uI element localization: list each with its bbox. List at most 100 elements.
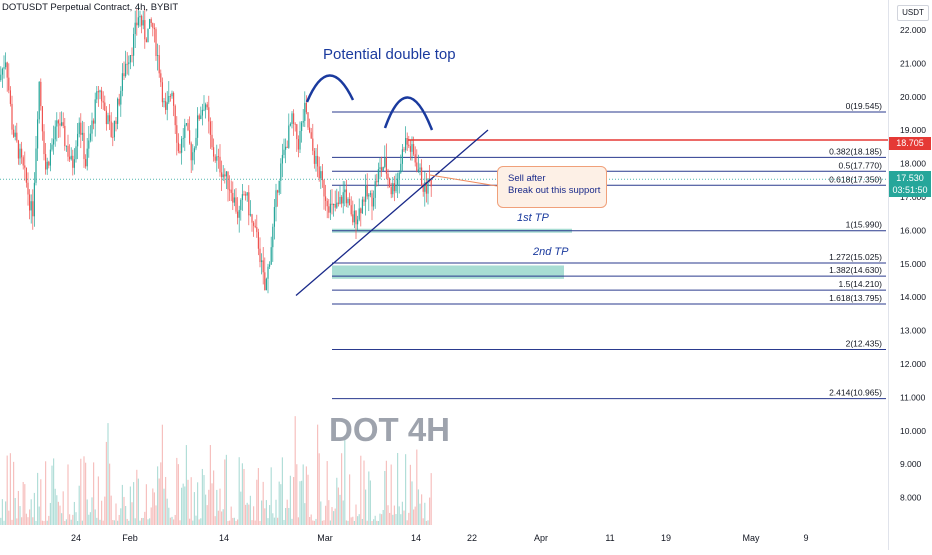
- candle-body: [419, 167, 421, 170]
- price-axis[interactable]: 22.000 21.000 20.000 19.000 18.000 17.000 16.0…: [888, 0, 932, 550]
- candle-body: [310, 132, 312, 139]
- volume-bar: [293, 477, 295, 525]
- volume-bar: [115, 503, 117, 525]
- candle-body: [128, 62, 130, 65]
- volume-bar: [254, 520, 256, 525]
- volume-bar: [237, 519, 239, 525]
- volume-bar: [13, 461, 15, 525]
- candle-body: [401, 149, 403, 164]
- time-tick-label: 9: [803, 533, 808, 543]
- candle-body: [21, 148, 23, 158]
- tp1-label: 1st TP: [517, 212, 549, 224]
- volume-bar: [390, 464, 392, 525]
- candle-body: [131, 55, 133, 56]
- candle-body: [400, 163, 402, 173]
- volume-bar: [184, 486, 186, 525]
- candle-body: [286, 146, 288, 148]
- candle-body: [361, 199, 363, 214]
- current-price-value: 17.530: [896, 173, 924, 183]
- price-chart[interactable]: 0(19.545)0.382(18.185)0.5(17.770)0.618(1…: [0, 0, 888, 550]
- candle-body: [211, 134, 213, 148]
- volume-bar: [376, 520, 378, 525]
- symbol-title[interactable]: DOTUSDT Perpetual Contract, 4h, BYBIT: [2, 2, 179, 13]
- candle-body: [377, 169, 379, 183]
- volume-bar: [69, 514, 71, 525]
- candle-body: [0, 74, 2, 81]
- fib-level-label: 1(15.990): [846, 220, 883, 230]
- candle-body: [229, 189, 231, 191]
- candle-body: [385, 157, 387, 174]
- candle-body: [345, 189, 347, 204]
- volume-bar: [241, 463, 243, 525]
- candle-body: [121, 73, 123, 91]
- volume-bar: [240, 491, 242, 525]
- volume-bar: [400, 514, 402, 525]
- volume-bar: [118, 514, 120, 525]
- volume-bar: [190, 477, 192, 525]
- candle-body: [232, 192, 234, 203]
- volume-bar: [411, 481, 413, 525]
- currency-badge[interactable]: USDT: [897, 5, 929, 21]
- volume-bar: [25, 513, 27, 525]
- volume-bar: [374, 515, 376, 525]
- volume-bar: [102, 520, 104, 525]
- time-tick-label: 14: [219, 533, 229, 543]
- candle-body: [115, 120, 117, 124]
- candle-body: [89, 133, 91, 141]
- volume-bar: [141, 518, 143, 525]
- candle-body: [141, 15, 143, 26]
- volume-bar: [65, 519, 67, 525]
- candle-body: [254, 225, 256, 228]
- candle-body: [145, 39, 147, 43]
- time-axis[interactable]: 24 Feb 14 Mar 14 22 Apr 11 19 May 9: [71, 533, 809, 543]
- candle-body: [374, 181, 376, 198]
- volume-bar: [345, 520, 347, 525]
- volume-bar: [54, 488, 56, 525]
- candle-body: [289, 123, 291, 126]
- volume-bar: [221, 511, 223, 525]
- volume-bar: [406, 520, 408, 525]
- volume-bar: [165, 476, 167, 525]
- sell-note[interactable]: Sell after Break out this support: [497, 166, 607, 208]
- volume-bar: [281, 457, 283, 525]
- volume-bar: [8, 510, 10, 525]
- drawings[interactable]: [0, 74, 888, 297]
- volume-bar: [349, 474, 351, 525]
- volume-bar: [355, 504, 357, 525]
- candle-body: [416, 162, 418, 171]
- volume-bar: [269, 505, 271, 525]
- candle-body: [16, 132, 18, 141]
- candle-body: [246, 192, 248, 196]
- volume-bar: [110, 495, 112, 525]
- volume-bar: [392, 514, 394, 525]
- volume-bar: [427, 520, 429, 525]
- volume-bar: [344, 435, 346, 525]
- volume-bar: [192, 520, 194, 525]
- candle-body: [75, 146, 77, 160]
- candle-body: [224, 174, 226, 177]
- volume-bar: [310, 514, 312, 525]
- candle-body: [8, 77, 10, 91]
- volume-bar: [429, 497, 431, 525]
- candle-body: [86, 148, 88, 167]
- candle-body: [269, 264, 271, 267]
- candle-body: [177, 142, 179, 152]
- trendline: [295, 129, 489, 297]
- candles: [0, 5, 432, 294]
- volume-bar: [35, 520, 37, 525]
- candle-body: [64, 125, 66, 147]
- candle-body: [421, 167, 423, 186]
- candle-body: [301, 122, 303, 131]
- candle-body: [72, 155, 74, 168]
- fib-retracement[interactable]: 0(19.545)0.382(18.185)0.5(17.770)0.618(1…: [332, 101, 886, 400]
- candle-body: [46, 161, 48, 170]
- volume-bar: [305, 466, 307, 525]
- volume-bar: [326, 461, 328, 525]
- candle-body: [352, 214, 354, 223]
- volume-bar: [253, 506, 255, 525]
- volume-bar: [78, 485, 80, 525]
- candle-body: [393, 183, 395, 192]
- candle-body: [45, 154, 47, 170]
- candle-body: [13, 129, 15, 137]
- price-tick-label: 13.000: [900, 326, 926, 336]
